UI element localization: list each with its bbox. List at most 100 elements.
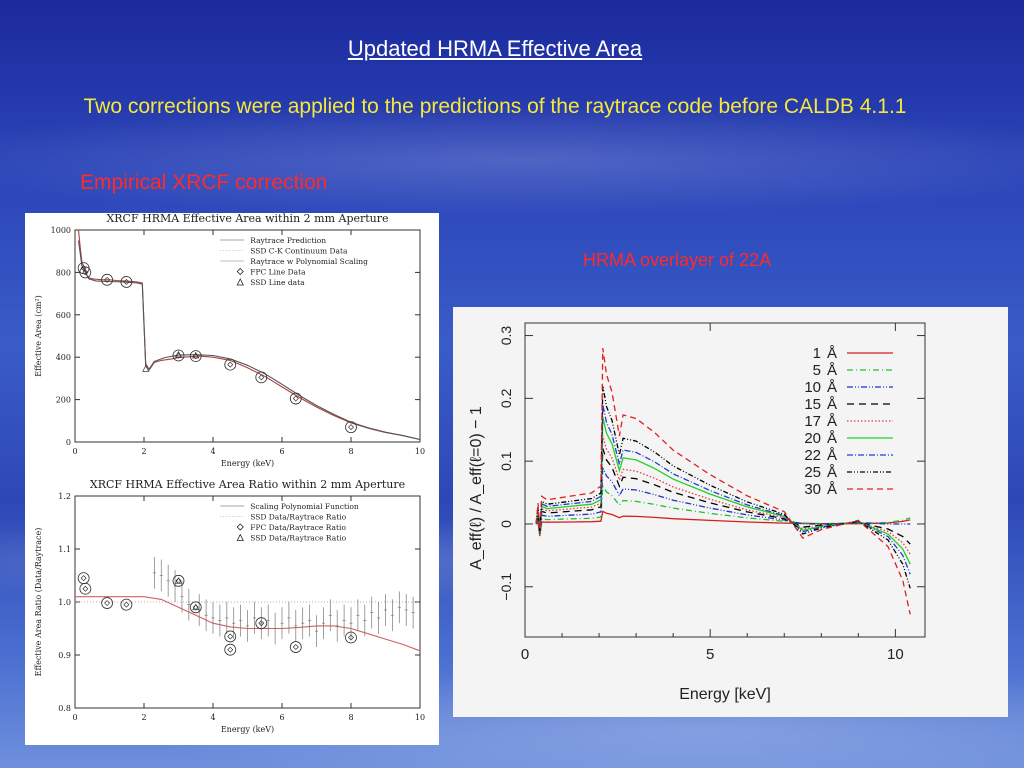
legend-unit: Å [827, 430, 837, 447]
y-axis-label: A_eff(ℓ) / A_eff(ℓ=0) − 1 [468, 406, 485, 570]
x-tick-label: 8 [348, 713, 353, 722]
fpc-point [224, 630, 237, 643]
legend-label: Raytrace Prediction [250, 236, 326, 245]
y-tick-label: 800 [56, 268, 71, 277]
fpc-point [345, 421, 357, 434]
y-axis-label: Effective Area (cm²) [34, 295, 43, 376]
y-axis-label: Effective Area Ratio (Data/Raytrace) [34, 528, 43, 677]
fpc-diamond [104, 600, 111, 607]
x-tick-label: 0 [521, 646, 529, 663]
fpc-point [79, 582, 92, 595]
x-tick-label: 2 [141, 713, 146, 722]
y-tick-label: 0.2 [498, 388, 514, 408]
right-figure-panel: 0 5 10 −0.1 0 0.1 0.2 0.3 Energy [keV] A_eff(ℓ) /… [453, 307, 1008, 717]
fpc-diamond [348, 424, 354, 431]
legend-label: Raytrace w Polynomial Scaling [250, 257, 368, 266]
fpc-diamond [80, 575, 87, 582]
legend-marker [236, 278, 244, 286]
legend-marker [236, 267, 244, 276]
fpc-diamond [123, 601, 130, 608]
series-line-20-angstrom [535, 417, 911, 565]
y-tick-label: 1.1 [58, 545, 71, 554]
fpc-point [189, 350, 202, 363]
fpc-point [289, 641, 302, 653]
fpc-point [172, 349, 185, 362]
legend-unit: Å [827, 379, 837, 396]
legend-label: Scaling Polynomial Function [250, 502, 359, 511]
x-tick-label: 4 [210, 713, 215, 722]
x-axis-label: Energy [keV] [679, 686, 771, 703]
ssd-triangle [192, 603, 200, 611]
ssd-triangle [142, 365, 150, 372]
x-tick-label: 0 [72, 713, 77, 722]
x-tick-label: 6 [279, 447, 284, 456]
fpc-point [101, 273, 113, 286]
legend-marker [236, 523, 244, 531]
fpc-point [224, 643, 237, 656]
x-tick-label: 10 [415, 713, 425, 722]
legend-label: FPC Line Data [250, 268, 306, 277]
ssd-triangle [192, 351, 200, 359]
series-line-5-angstrom [535, 484, 911, 536]
x-axis-label: Energy (keV) [221, 725, 274, 734]
fpc-point [120, 276, 133, 288]
fpc-diamond [292, 395, 299, 402]
label-hrma-overlayer: HRMA overlayer of 22A [583, 250, 772, 270]
y-tick-label: 200 [56, 396, 71, 405]
legend-label-25: 25 [804, 464, 821, 481]
fpc-point [189, 601, 202, 614]
fpc-diamond [227, 361, 234, 368]
fpc-diamond [80, 265, 87, 272]
xrcf-charts: XRCF HRMA Effective Area within 2 mm Ape… [34, 212, 425, 754]
legend-marker [236, 533, 244, 541]
y-tick-label: 0.1 [498, 451, 514, 471]
legend-label-30: 30 [804, 481, 821, 498]
fpc-diamond [123, 278, 130, 285]
y-tick-label: 1000 [51, 226, 71, 235]
series-line-17-angstrom [535, 435, 911, 555]
chart-title: XRCF HRMA Effective Area Ratio within 2 … [90, 478, 405, 491]
x-axis-label: Energy (keV) [221, 459, 274, 468]
fpc-diamond [227, 646, 234, 653]
legend-label-10: 10 [804, 379, 821, 396]
y-tick-label: 1.2 [58, 492, 71, 501]
x-tick-label: 6 [279, 713, 284, 722]
series-line-raytrace-w-polynomial-scaling [77, 240, 421, 441]
legend-label-1: 1 [813, 345, 821, 362]
fpc-diamond [292, 644, 299, 651]
y-tick-label: 0.3 [498, 326, 514, 346]
legend-label: SSD Data/Raytrace Ratio [250, 513, 346, 522]
x-tick-label: 10 [415, 447, 425, 456]
legend-unit: Å [827, 396, 837, 413]
x-tick-label: 4 [210, 447, 215, 456]
x-tick-label: 2 [141, 447, 146, 456]
legend-label-22: 22 [804, 447, 821, 464]
x-tick-label: 10 [887, 646, 904, 663]
legend-label-5: 5 [813, 362, 821, 379]
fpc-point [77, 572, 90, 585]
fpc-diamond [104, 276, 111, 283]
left-figure-panel: XRCF HRMA Effective Area within 2 mm Ape… [25, 212, 439, 754]
legend-label-15: 15 [804, 396, 821, 413]
ssd-triangle [174, 350, 183, 358]
legend-label: SSD Line data [250, 278, 305, 287]
legend-label-17: 17 [804, 413, 821, 430]
ssd-triangle [174, 577, 183, 584]
y-tick-label: 1.0 [58, 598, 71, 607]
legend-label: FPC Data/Raytrace Ratio [250, 523, 346, 532]
series-line-1-angstrom [535, 510, 911, 537]
fpc-point [172, 574, 185, 587]
fpc-point [255, 617, 268, 630]
legend-unit: Å [827, 481, 837, 498]
x-tick-label: 8 [348, 447, 353, 456]
slide-subtitle: Two corrections were applied to the pred… [83, 95, 907, 118]
fpc-diamond [82, 269, 89, 276]
series-line-22-angstrom [535, 404, 911, 575]
y-tick-label: −0.1 [498, 573, 514, 601]
fpc-diamond [82, 585, 89, 592]
plot-frame [74, 229, 421, 443]
y-tick-label: 600 [56, 311, 71, 320]
x-tick-label: 5 [706, 646, 714, 663]
fpc-point [120, 598, 133, 611]
